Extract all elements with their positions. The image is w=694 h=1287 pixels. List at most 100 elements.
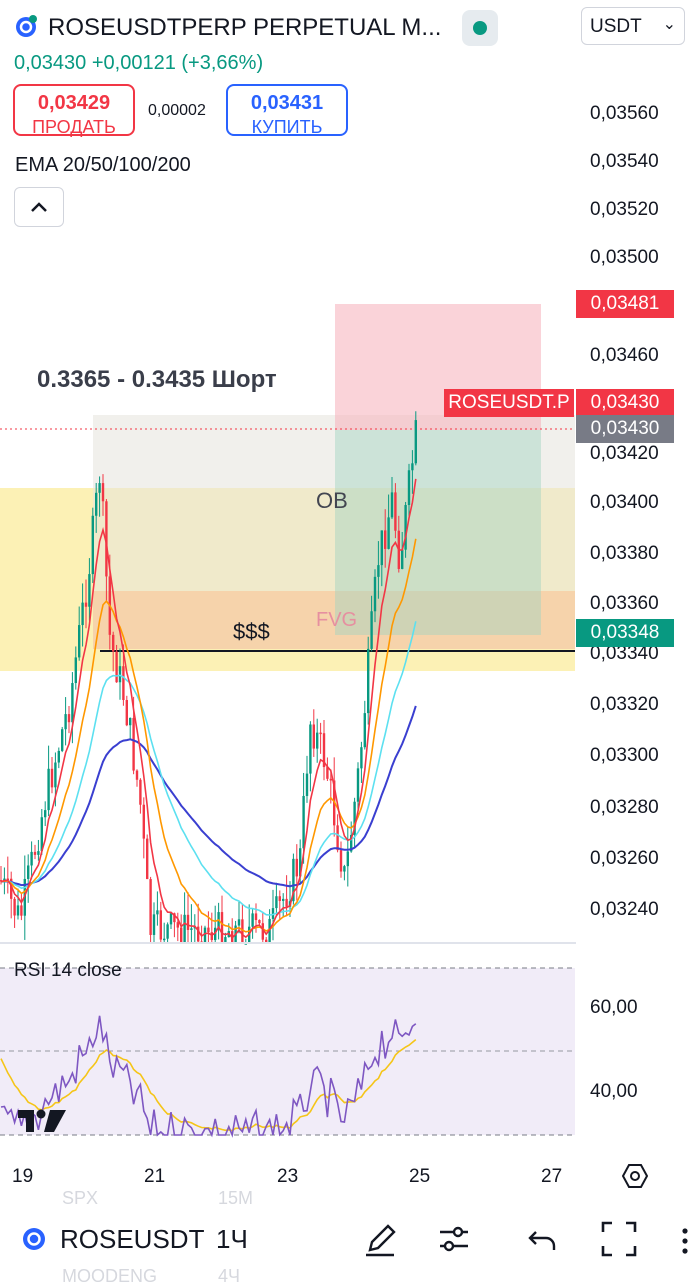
symbol-price-tag: ROSEUSDT.P xyxy=(444,389,574,417)
symbol-logo-icon xyxy=(23,1228,45,1250)
x-tick: 21 xyxy=(144,1166,166,1187)
symbol-logo-icon xyxy=(16,15,37,37)
candle-body xyxy=(183,914,186,942)
sliders-icon[interactable] xyxy=(436,1220,472,1258)
candle-body xyxy=(207,927,210,933)
candle-body xyxy=(350,834,353,852)
candle-body xyxy=(71,683,74,723)
price-change: 0,03430 +0,00121 (+3,66%) xyxy=(14,52,263,75)
candle-body xyxy=(149,879,152,935)
candle-body xyxy=(33,851,37,855)
ghost-symbol: MOODENG xyxy=(62,1266,158,1286)
candle-body xyxy=(101,483,105,502)
candle-body xyxy=(122,666,125,701)
candle-body xyxy=(254,913,258,921)
live-dot-icon[interactable] xyxy=(462,10,498,46)
candle-body xyxy=(64,714,67,730)
y-tick: 0,03380 xyxy=(590,543,659,564)
sell-label: ПРОДАТЬ xyxy=(32,117,116,137)
candle-body xyxy=(54,762,57,788)
collapse-indicators-button[interactable] xyxy=(14,187,64,227)
candle-body xyxy=(6,878,9,881)
x-tick: 19 xyxy=(12,1166,34,1187)
candle-body xyxy=(139,779,142,805)
candle-body xyxy=(13,898,16,916)
fullscreen-icon[interactable] xyxy=(600,1220,638,1258)
candle-body xyxy=(265,939,268,942)
symbol-title[interactable]: ROSEUSDTPERP PERPETUAL M... xyxy=(48,14,442,41)
buy-label: КУПИТЬ xyxy=(251,117,323,137)
more-icon[interactable] xyxy=(676,1226,694,1256)
candle-body xyxy=(166,924,169,939)
sell-button[interactable]: 0,03429 ПРОДАТЬ xyxy=(13,84,135,137)
candle-body xyxy=(78,625,81,658)
candle-body xyxy=(237,919,241,926)
candle-body xyxy=(251,913,254,927)
candle-body xyxy=(118,666,122,683)
candle-body xyxy=(105,501,108,577)
currency-value: USDT xyxy=(590,16,642,37)
y-tick: 0,03500 xyxy=(590,247,659,268)
buy-price: 0,03431 xyxy=(250,92,324,114)
candle-body xyxy=(50,768,54,788)
ema-200-line xyxy=(0,705,417,888)
candle-body xyxy=(329,778,332,781)
candle-body xyxy=(360,747,363,769)
candle-body xyxy=(220,912,224,942)
candle-body xyxy=(384,530,387,549)
y-tick: 0,03260 xyxy=(590,848,659,869)
rsi-tick: 60,00 xyxy=(590,997,638,1018)
buy-button[interactable]: 0,03431 КУПИТЬ xyxy=(226,84,348,137)
settings-icon[interactable] xyxy=(622,1163,648,1189)
candle-body xyxy=(367,648,370,714)
candle-body xyxy=(152,914,156,935)
y-tick: 0,03240 xyxy=(590,899,659,920)
undo-icon[interactable] xyxy=(526,1220,560,1258)
current-price-label: 0,03430 xyxy=(576,389,674,417)
candle-body xyxy=(401,549,404,569)
candle-body xyxy=(316,732,319,749)
candle-body xyxy=(261,923,264,940)
candle-body xyxy=(156,910,159,915)
candle-body xyxy=(125,700,128,726)
candle-body xyxy=(322,733,326,768)
candle-body xyxy=(353,801,356,835)
candle-body xyxy=(394,492,397,531)
ob-label[interactable]: OB xyxy=(316,488,348,513)
candle-body xyxy=(37,851,40,855)
symbol-selector[interactable]: ROSEUSDT xyxy=(60,1224,205,1254)
currency-select[interactable]: USDT ⌄ xyxy=(581,7,685,45)
candle-body xyxy=(135,770,139,780)
candle-body xyxy=(356,768,360,802)
target-price-label: 0,03348 xyxy=(576,619,674,647)
liquidity-label[interactable]: $$$ xyxy=(233,619,270,644)
target-zone xyxy=(335,430,541,635)
y-tick: 0,03560 xyxy=(590,103,659,124)
fvg-zone xyxy=(93,591,575,649)
fvg-label[interactable]: FVG xyxy=(316,609,358,631)
candle-body xyxy=(169,913,173,925)
ema-legend[interactable]: EMA 20/50/100/200 xyxy=(15,154,191,176)
pen-icon[interactable] xyxy=(362,1220,398,1258)
candle-body xyxy=(142,804,145,839)
price-change-value: +0,00121 (+3,66%) xyxy=(91,52,264,74)
price-chart[interactable] xyxy=(0,0,576,1160)
candle-body xyxy=(61,729,64,751)
rsi-legend[interactable]: RSI 14 close xyxy=(14,960,122,981)
candle-body xyxy=(275,896,278,909)
candle-body xyxy=(295,858,298,877)
stop-price-label: 0,03481 xyxy=(576,290,674,318)
candle-body xyxy=(173,913,176,923)
trade-idea-text[interactable]: 0.3365 - 0.3435 Шорт xyxy=(37,366,277,393)
crosshair-price-label: 0,03430 xyxy=(576,415,674,443)
candle-body xyxy=(91,515,94,575)
last-price: 0,03430 xyxy=(14,52,87,74)
candle-body xyxy=(387,517,390,549)
candle-body xyxy=(20,905,23,916)
x-tick: 27 xyxy=(541,1166,563,1187)
candle-body xyxy=(390,492,394,518)
candle-body xyxy=(414,420,417,464)
y-tick: 0,03400 xyxy=(590,492,659,513)
candle-body xyxy=(186,914,190,930)
timeframe-selector[interactable]: 1Ч xyxy=(216,1224,248,1254)
